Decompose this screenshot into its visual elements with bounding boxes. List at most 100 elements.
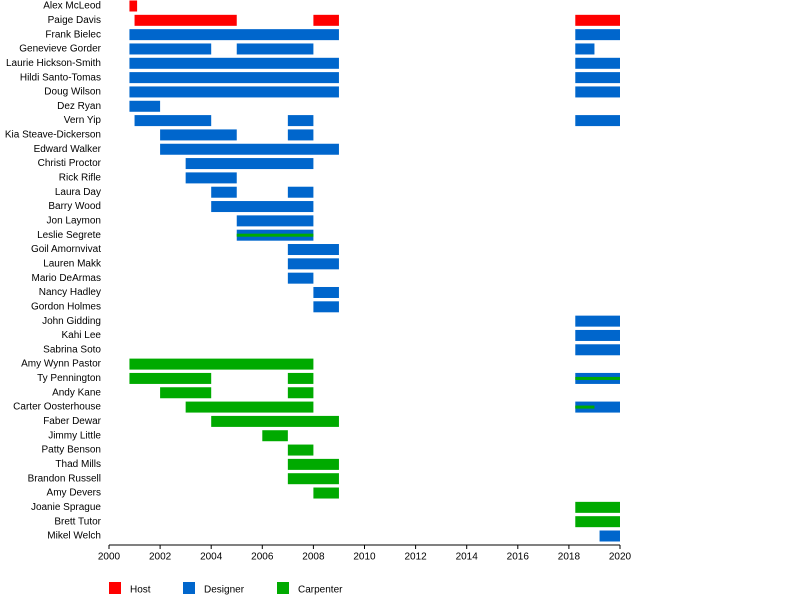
bar	[287, 272, 314, 284]
bar	[134, 115, 212, 127]
bar	[211, 201, 314, 213]
bar	[236, 215, 314, 227]
bar	[287, 115, 314, 127]
y-tick-label: Genevieve Gorder	[19, 44, 101, 55]
x-tick-label: 2002	[149, 552, 172, 563]
bar	[287, 186, 314, 198]
y-tick-label: Jimmy Little	[48, 430, 101, 441]
bar	[575, 14, 620, 26]
y-tick-label: Doug Wilson	[44, 87, 101, 98]
bar	[575, 501, 620, 513]
x-tick-label: 2014	[456, 552, 479, 563]
bar	[185, 172, 237, 184]
bar	[129, 29, 339, 41]
y-tick-label: Brandon Russell	[28, 473, 101, 484]
y-tick-label: Joanie Sprague	[31, 502, 101, 513]
y-tick-label: Ty Pennington	[37, 373, 101, 384]
bar	[575, 43, 595, 55]
bar	[575, 401, 620, 413]
x-tick-label: 2016	[507, 552, 530, 563]
bar	[262, 430, 288, 442]
y-tick-label: Kia Steave-Dickerson	[5, 130, 101, 141]
x-tick-label: 2000	[98, 552, 121, 563]
bar	[129, 57, 339, 69]
bar	[287, 444, 314, 456]
legend-label: Designer	[204, 585, 245, 596]
y-tick-label: Vern Yip	[64, 115, 102, 126]
legend-swatch	[183, 582, 195, 594]
y-tick-label: Sabrina Soto	[43, 344, 101, 355]
bar	[236, 233, 314, 237]
bar	[575, 516, 620, 528]
bar	[185, 401, 314, 413]
bar	[599, 530, 620, 542]
y-tick-label: Mario DeArmas	[32, 273, 101, 284]
y-tick-label: Frank Bielec	[45, 29, 101, 40]
y-tick-label: Edward Walker	[34, 144, 102, 155]
bar	[313, 487, 339, 499]
x-tick-label: 2012	[404, 552, 427, 563]
bar	[287, 244, 339, 256]
bar	[575, 405, 595, 409]
y-tick-label: Brett Tutor	[54, 516, 101, 527]
y-tick-label: Thad Mills	[55, 459, 101, 470]
y-tick-label: Gordon Holmes	[31, 301, 101, 312]
bar	[575, 29, 620, 41]
legend-label: Carpenter	[298, 585, 343, 596]
bar	[313, 301, 339, 313]
y-tick-label: Mikel Welch	[47, 531, 101, 542]
y-tick-label: Rick Rifle	[59, 173, 102, 184]
bar	[575, 57, 620, 69]
bar	[160, 387, 212, 399]
bar	[129, 43, 212, 55]
y-tick-label: Alex McLeod	[43, 1, 101, 12]
x-tick-label: 2006	[251, 552, 274, 563]
bar	[129, 72, 339, 84]
x-tick-label: 2008	[302, 552, 325, 563]
y-tick-label: Faber Dewar	[43, 416, 101, 427]
x-tick-label: 2018	[558, 552, 581, 563]
bar	[129, 0, 138, 12]
y-tick-label: Goil Amornvivat	[31, 244, 101, 255]
bar	[211, 415, 339, 427]
legend-swatch	[109, 582, 121, 594]
legend-swatch	[277, 582, 289, 594]
y-tick-label: Laura Day	[55, 187, 101, 198]
y-tick-label: Lauren Makk	[43, 258, 102, 269]
bar	[575, 344, 620, 356]
y-tick-label: Laurie Hickson-Smith	[6, 58, 101, 69]
y-tick-label: Kahi Lee	[62, 330, 102, 341]
bar	[287, 458, 339, 470]
bar	[313, 286, 339, 298]
bar	[160, 129, 237, 141]
bar	[575, 86, 620, 98]
x-tick-label: 2010	[353, 552, 376, 563]
bar	[287, 387, 314, 399]
bar	[211, 186, 237, 198]
y-tick-label: Dez Ryan	[57, 101, 101, 112]
bar	[287, 129, 314, 141]
bar	[575, 329, 620, 341]
y-tick-label: John Gidding	[42, 316, 101, 327]
y-tick-label: Jon Laymon	[47, 216, 101, 227]
bar	[134, 14, 237, 26]
bar	[313, 14, 339, 26]
y-tick-label: Nancy Hadley	[39, 287, 101, 298]
x-tick-label: 2020	[609, 552, 632, 563]
bar	[575, 376, 620, 380]
bar	[129, 100, 161, 112]
y-tick-label: Hildi Santo-Tomas	[20, 72, 101, 83]
y-tick-label: Carter Oosterhouse	[13, 402, 101, 413]
y-tick-label: Leslie Segrete	[37, 230, 101, 241]
y-tick-label: Amy Wynn Pastor	[21, 359, 102, 370]
y-tick-label: Andy Kane	[52, 387, 101, 398]
bar	[287, 258, 339, 270]
y-tick-label: Amy Devers	[47, 488, 101, 499]
bar	[575, 315, 620, 327]
bar	[575, 72, 620, 84]
bar	[236, 43, 314, 55]
bar	[129, 358, 314, 370]
bar	[160, 143, 339, 155]
x-tick-label: 2004	[200, 552, 223, 563]
